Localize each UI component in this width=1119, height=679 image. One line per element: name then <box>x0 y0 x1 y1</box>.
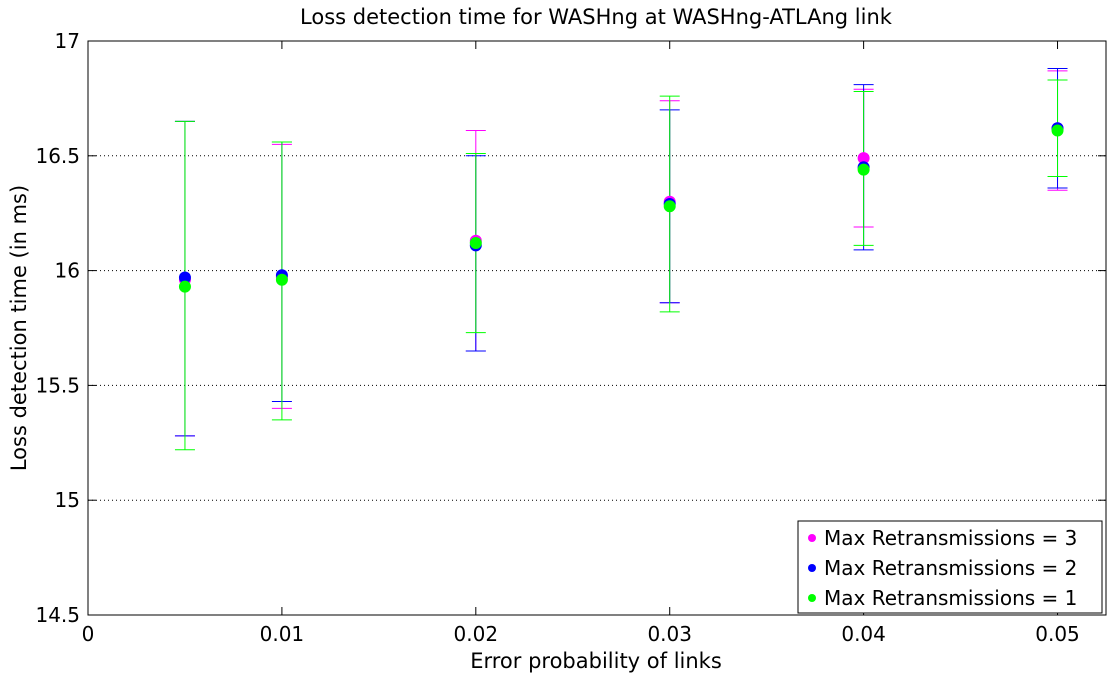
grid <box>88 155 1106 501</box>
data-point <box>663 200 676 213</box>
y-tick-label: 15.5 <box>35 373 80 397</box>
plot-frame <box>87 40 1107 616</box>
x-tick-label: 0.02 <box>454 622 499 646</box>
data-point <box>857 163 870 176</box>
legend-label: Max Retransmissions = 1 <box>824 586 1077 610</box>
legend-marker <box>808 564 816 572</box>
data-point <box>469 237 482 250</box>
data-points <box>178 122 1064 293</box>
data-point <box>178 280 191 293</box>
y-tick-label: 15 <box>55 488 80 512</box>
legend-marker <box>808 534 816 542</box>
x-axis-label: Error probability of links <box>470 649 722 673</box>
legend-label: Max Retransmissions = 3 <box>824 526 1077 550</box>
y-tick-label: 16 <box>55 259 80 283</box>
legend-marker <box>808 594 816 602</box>
legend: Max Retransmissions = 3 Max Retransmissio… <box>797 520 1103 614</box>
x-tick-label: 0.05 <box>1035 622 1080 646</box>
legend-box <box>797 520 1103 614</box>
data-point <box>1051 124 1064 137</box>
x-tick-label: 0.01 <box>260 622 305 646</box>
data-point <box>857 152 870 165</box>
legend-label: Max Retransmissions = 2 <box>824 556 1077 580</box>
axis-ticks: 14.5 15 15.5 16 16.5 17 0 0.01 0.02 0.03 0.04 0.05 <box>35 29 1106 646</box>
chart-title: Loss detection time for WASHng at WASHng… <box>300 5 893 29</box>
y-tick-label: 17 <box>55 29 80 53</box>
y-axis-label: Loss detection time (in ms) <box>7 185 31 471</box>
x-tick-label: 0.04 <box>841 622 886 646</box>
data-point <box>275 273 288 286</box>
x-tick-label: 0 <box>82 622 95 646</box>
data-point <box>178 271 191 284</box>
y-tick-label: 14.5 <box>35 603 80 627</box>
plot-area <box>88 41 1106 615</box>
y-tick-label: 16.5 <box>35 144 80 168</box>
x-tick-label: 0.03 <box>647 622 692 646</box>
